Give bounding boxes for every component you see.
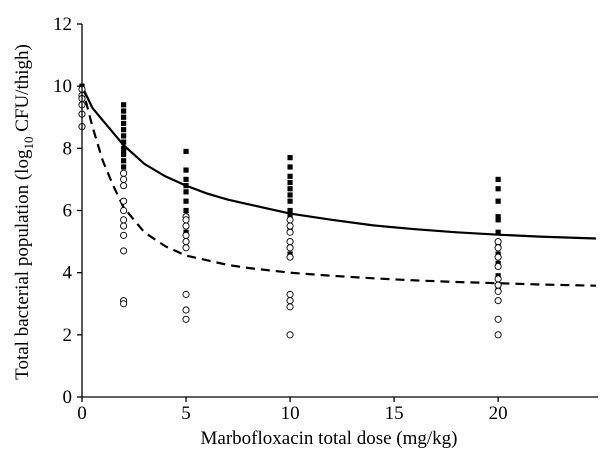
open-circle-point [120, 175, 128, 183]
open-circle-point [494, 315, 502, 323]
x-axis-title: Marbofloxacin total dose (mg/kg) [201, 428, 458, 449]
open-circle-point [120, 222, 128, 230]
filled-square-point [121, 133, 127, 139]
filled-square-point [495, 198, 501, 204]
y-ticks: 0 2 4 6 8 10 12 [53, 14, 82, 408]
x-tick-label: 10 [281, 403, 300, 424]
filled-square-point [121, 151, 127, 158]
open-circle-point [286, 222, 294, 230]
x-tick-label: 15 [385, 403, 404, 424]
filled-square-point [183, 148, 189, 155]
open-circle-point [120, 206, 128, 215]
filled-square-point [121, 108, 127, 114]
filled-square-point [287, 207, 293, 214]
y-tick-label: 4 [63, 263, 73, 284]
filled-square-point [495, 214, 501, 220]
filled-square-point [121, 145, 127, 151]
open-circle-point [286, 244, 294, 252]
filled-square-point [287, 198, 293, 204]
filled-square-point [183, 207, 189, 214]
filled-square-point [121, 164, 127, 170]
open-circle-point [286, 331, 294, 339]
open-circle-point [182, 315, 190, 323]
filled-square-point [121, 158, 127, 164]
filled-square-point [495, 229, 501, 235]
open-circle-point [494, 275, 502, 283]
open-circle-point [182, 290, 190, 298]
x-ticks: 0 5 10 15 20 [77, 397, 508, 424]
y-tick-label: 8 [63, 138, 73, 159]
y-tick-label: 10 [53, 76, 72, 97]
filled-square-point [287, 155, 293, 161]
filled-square-point [121, 120, 127, 127]
filled-square-point [287, 173, 293, 179]
open-circle-point [120, 300, 128, 308]
open-circle-point [494, 238, 502, 246]
open-circle-point [494, 297, 502, 305]
open-circle-point [120, 169, 128, 177]
y-tick-label: 0 [63, 387, 73, 408]
open-circle-point [182, 222, 190, 230]
plot-lines [80, 85, 596, 287]
filled-square-point [495, 217, 501, 223]
open-circle-point [494, 253, 502, 261]
open-circle-point [494, 331, 502, 339]
filled-square-point [183, 176, 189, 183]
filled-square-point [287, 179, 293, 186]
filled-square-point [183, 167, 189, 173]
y-axis-title-main: Total bacterial population (log [12, 149, 33, 380]
filled-square-point [183, 183, 189, 189]
filled-square-point [121, 148, 127, 155]
open-circle-point [286, 238, 294, 246]
open-circle-point [120, 182, 128, 190]
open-circle-point [286, 290, 294, 298]
open-circle-point [182, 306, 190, 314]
open-circle-point [494, 262, 502, 271]
dashed-fit-curve [80, 85, 596, 287]
open-circle-point [182, 216, 190, 224]
open-circle-point [182, 231, 190, 239]
open-circle-point [286, 303, 294, 311]
filled-square-point [121, 127, 127, 133]
filled-square-point [183, 198, 189, 204]
open-circle-point [120, 247, 128, 255]
filled-square-point [121, 139, 127, 145]
y-axis-title: Total bacterial population (log10 CFU/th… [12, 44, 36, 380]
plot-points [78, 83, 502, 339]
y-tick-label: 12 [53, 14, 72, 35]
filled-square-point [287, 186, 293, 192]
y-tick-label: 2 [63, 325, 73, 346]
open-circle-point [286, 228, 294, 236]
open-circle-point [120, 197, 128, 205]
filled-square-point [495, 176, 501, 183]
x-tick-label: 5 [181, 403, 191, 424]
y-tick-label: 6 [63, 201, 73, 222]
x-tick-label: 20 [489, 403, 508, 424]
open-circle-point [286, 216, 294, 224]
y-axis-title-unit: CFU/thigh) [12, 44, 33, 136]
open-circle-point [286, 253, 294, 261]
filled-square-point [287, 164, 293, 170]
open-circle-point [494, 287, 502, 295]
open-circle-point [182, 238, 190, 246]
solid-fit-curve [81, 85, 596, 240]
open-circle-point [286, 297, 294, 305]
open-circle-point [120, 231, 128, 239]
x-tick-label: 0 [77, 403, 87, 424]
axes [81, 24, 598, 398]
filled-square-point [121, 114, 127, 120]
open-circle-point [120, 216, 128, 224]
filled-square-point [495, 186, 501, 192]
y-axis-title-subscript: 10 [21, 137, 36, 150]
open-circle-point [494, 244, 502, 252]
open-circle-point [182, 244, 190, 252]
open-circle-point [494, 281, 502, 289]
filled-square-point [183, 189, 189, 195]
filled-square-point [287, 192, 293, 198]
filled-square-point [121, 102, 127, 108]
